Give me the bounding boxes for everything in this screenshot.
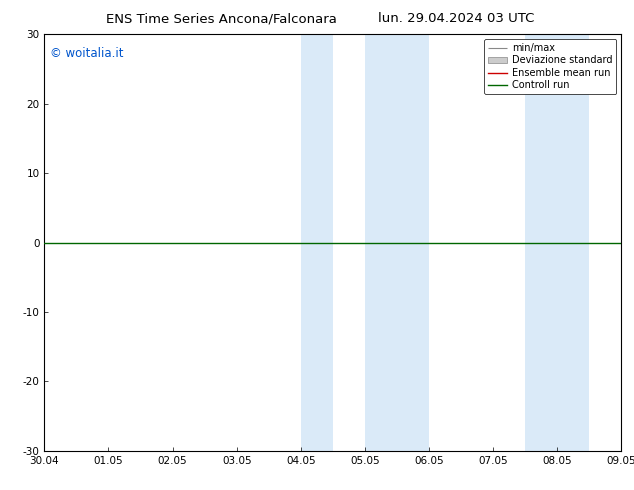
Bar xyxy=(365,34,429,451)
Text: © woitalia.it: © woitalia.it xyxy=(50,47,124,60)
Bar xyxy=(557,34,589,451)
Bar xyxy=(525,34,557,451)
Legend: min/max, Deviazione standard, Ensemble mean run, Controll run: min/max, Deviazione standard, Ensemble m… xyxy=(484,39,616,94)
Bar xyxy=(301,34,333,451)
Text: ENS Time Series Ancona/Falconara: ENS Time Series Ancona/Falconara xyxy=(107,12,337,25)
Text: lun. 29.04.2024 03 UTC: lun. 29.04.2024 03 UTC xyxy=(378,12,534,25)
